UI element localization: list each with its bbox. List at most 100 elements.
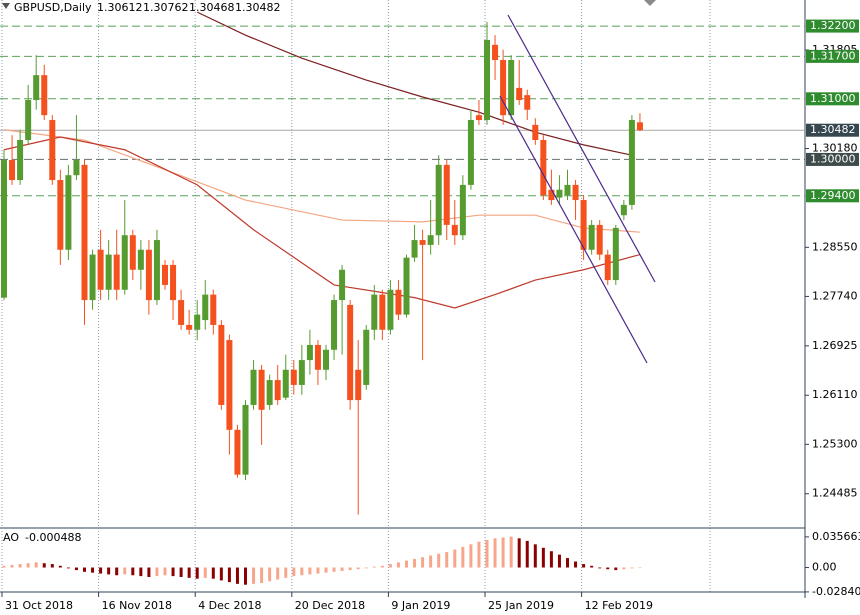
candle-body <box>484 40 490 121</box>
candle-body <box>242 404 249 475</box>
level-label-box <box>806 189 859 203</box>
candle-body <box>516 87 523 101</box>
moving-average <box>3 129 640 233</box>
ao-bar <box>533 544 537 568</box>
candle-body <box>636 122 643 131</box>
candle-body <box>620 204 627 216</box>
candle-body <box>25 100 32 141</box>
candles-layer <box>1 21 643 515</box>
y-tick-label: 1.24485 <box>812 487 858 500</box>
y-tick-label: 1.30180 <box>812 142 858 155</box>
ao-bar <box>74 567 78 571</box>
ao-bar <box>66 567 70 569</box>
candle-body <box>97 249 104 290</box>
ao-bar <box>139 567 143 577</box>
candle-body <box>162 264 168 285</box>
candle-body <box>17 140 24 181</box>
candle-body <box>628 120 635 205</box>
ao-bar <box>163 567 167 576</box>
ao-bar <box>187 567 191 578</box>
header-close: 1.30482 <box>235 1 281 14</box>
ao-bar <box>219 567 223 581</box>
ao-bar <box>590 565 594 568</box>
x-tick-label: 20 Dec 2018 <box>295 599 365 612</box>
candle-body <box>89 254 96 301</box>
ao-bar <box>574 561 578 568</box>
x-tick-label: 9 Jan 2019 <box>391 599 450 612</box>
candle-body <box>129 235 136 270</box>
candle-body <box>387 289 394 330</box>
candle-body <box>492 44 499 61</box>
candle-body <box>572 184 579 201</box>
ao-bar <box>91 567 95 573</box>
ao-bar <box>179 567 183 577</box>
ao-bar <box>107 567 111 575</box>
candle-body <box>524 95 531 110</box>
candle-body <box>331 300 338 350</box>
candle-body <box>435 164 442 236</box>
ao-bar <box>638 567 642 569</box>
candle-body <box>500 60 507 116</box>
ao-tick-label: 0.00 <box>812 561 837 574</box>
candle-body <box>323 349 329 370</box>
candle-body <box>604 254 611 281</box>
candle-body <box>540 140 547 196</box>
candle-body <box>339 269 346 301</box>
candle-body <box>266 380 273 405</box>
candle-body <box>306 344 313 361</box>
candle-body <box>113 254 120 290</box>
ao-bar <box>598 567 602 569</box>
candle-body <box>218 324 225 405</box>
candle-body <box>355 369 362 401</box>
ao-bar <box>557 554 561 568</box>
candle-body <box>178 300 185 325</box>
candle-body <box>508 60 515 116</box>
candle-body <box>65 175 72 250</box>
candle-body <box>612 227 619 281</box>
candle-body <box>170 264 177 301</box>
ao-bar <box>348 567 352 571</box>
header-open: 1.30612 <box>97 1 143 14</box>
ao-bar <box>356 567 360 570</box>
ao-title: AO <box>3 531 19 544</box>
ao-bar <box>332 567 336 572</box>
y-tick-label: 1.26925 <box>812 339 858 352</box>
candle-body <box>194 314 201 330</box>
y-tick-label: 1.28550 <box>812 240 858 253</box>
candle-body <box>121 235 128 290</box>
ao-bar <box>244 567 247 585</box>
ao-bar <box>541 547 545 568</box>
candle-body <box>33 75 40 101</box>
candle-body <box>475 115 482 121</box>
ao-bar <box>340 567 344 571</box>
level-label-box <box>806 92 859 106</box>
ao-bar <box>509 536 513 568</box>
ao-bar <box>582 564 586 568</box>
ao-bar <box>284 567 288 578</box>
candle-body <box>363 329 370 385</box>
x-tick-label: 25 Jan 2019 <box>488 599 554 612</box>
candle-body <box>234 429 241 475</box>
candle-body <box>202 294 209 321</box>
candle-body <box>596 224 603 255</box>
candle-body <box>467 120 474 185</box>
candle-body <box>274 380 281 401</box>
ao-bar <box>58 565 62 568</box>
y-tick-label: 1.26110 <box>812 388 858 401</box>
candle-body <box>186 324 193 330</box>
candle-body <box>314 344 321 370</box>
ao-bar <box>413 558 417 568</box>
candle-body <box>1 160 7 298</box>
ao-bar <box>131 567 135 576</box>
candle-body <box>427 235 434 245</box>
candle-body <box>81 164 88 301</box>
ao-bar <box>453 549 457 568</box>
ao-bar <box>10 564 14 568</box>
ao-bar <box>268 567 272 582</box>
ao-bar <box>324 567 328 573</box>
candle-body <box>371 294 378 330</box>
ao-bar <box>364 567 368 569</box>
candle-body <box>443 164 450 225</box>
